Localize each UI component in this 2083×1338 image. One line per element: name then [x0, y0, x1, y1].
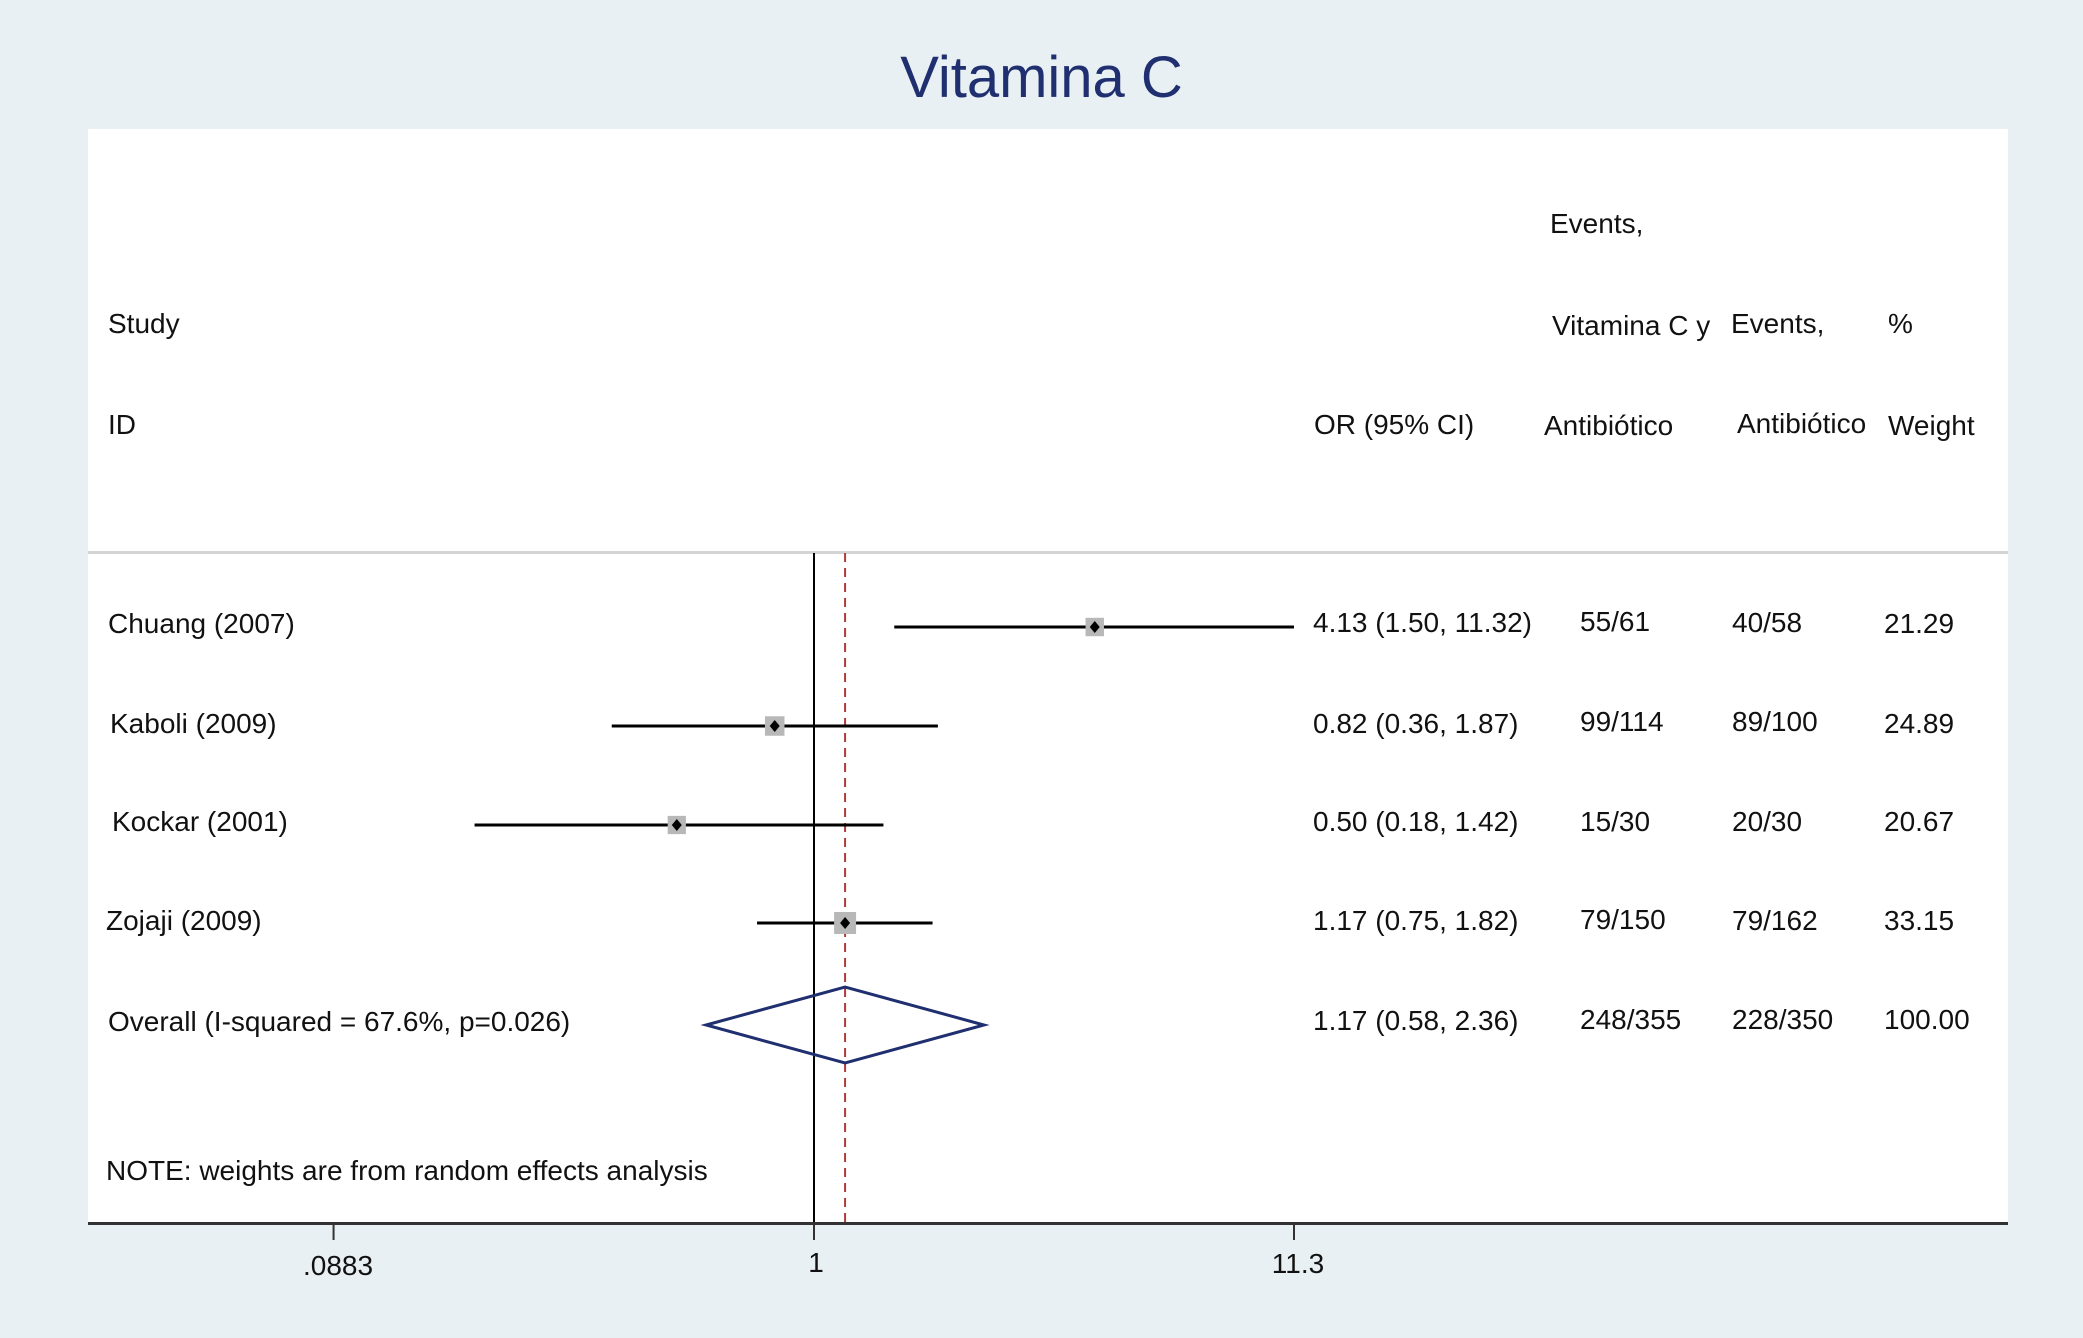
overall-ci: 1.17 (0.58, 2.36)	[1313, 1005, 1519, 1036]
study-ci-2: 0.50 (0.18, 1.42)	[1313, 806, 1519, 837]
study-weight-2: 20.67	[1884, 806, 1955, 837]
point-estimate-0	[1089, 621, 1100, 633]
study-ci-0: 4.13 (1.50, 11.32)	[1313, 607, 1532, 638]
or-ci-header: OR (95% CI)	[1314, 409, 1475, 440]
overall-diamond	[700, 985, 990, 1065]
chart-title: Vitamina C	[900, 45, 1183, 110]
events-vc-header-line2: Vitamina C y	[1552, 310, 1711, 341]
x-tick-label-2: 11.3	[1271, 1248, 1325, 1279]
events-vc-header-line3: Antibiótico	[1544, 410, 1674, 441]
study-id-0: Chuang (2007)	[108, 608, 295, 639]
plot-panel	[88, 129, 2008, 1222]
study-header: Study	[108, 308, 180, 339]
weight-header-line2: Weight	[1888, 410, 1975, 441]
x-tick-label-0: .0883	[302, 1250, 374, 1281]
header-divider	[88, 551, 2008, 554]
study-events-ab-3: 79/162	[1732, 905, 1818, 936]
point-estimate-2	[671, 819, 682, 831]
x-axis-line	[88, 1222, 2008, 1225]
weight-header-line1: %	[1888, 308, 1913, 339]
study-events-ab-1: 89/100	[1732, 706, 1818, 737]
study-id-2: Kockar (2001)	[112, 806, 288, 837]
overall-events-vc: 248/355	[1580, 1004, 1682, 1035]
overall-events-ab: 228/350	[1732, 1004, 1834, 1035]
study-events-vc-2: 15/30	[1580, 806, 1651, 837]
weights-note: NOTE: weights are from random effects an…	[106, 1155, 708, 1186]
events-ab-header-line2: Antibiótico	[1737, 408, 1867, 439]
study-id-1: Kaboli (2009)	[110, 708, 277, 739]
point-estimate-1	[769, 720, 780, 732]
id-header: ID	[108, 409, 136, 440]
events-vc-header-line1: Events,	[1550, 208, 1644, 239]
study-weight-0: 21.29	[1884, 608, 1955, 639]
study-events-vc-3: 79/150	[1580, 904, 1666, 935]
point-estimate-3	[840, 917, 851, 929]
study-events-vc-0: 55/61	[1580, 606, 1651, 637]
overall-weight: 100.00	[1884, 1004, 1970, 1035]
study-events-vc-1: 99/114	[1580, 706, 1664, 737]
study-id-3: Zojaji (2009)	[106, 905, 262, 936]
study-ci-3: 1.17 (0.75, 1.82)	[1313, 905, 1519, 936]
overall-label: Overall (I-squared = 67.6%, p=0.026)	[108, 1006, 571, 1037]
x-tick-label-1: 1	[808, 1247, 824, 1278]
study-ci-1: 0.82 (0.36, 1.87)	[1313, 708, 1519, 739]
events-ab-header-line1: Events,	[1731, 308, 1825, 339]
study-events-ab-2: 20/30	[1732, 806, 1803, 837]
study-weight-3: 33.15	[1884, 905, 1955, 936]
study-events-ab-0: 40/58	[1732, 607, 1803, 638]
study-weight-1: 24.89	[1884, 708, 1955, 739]
